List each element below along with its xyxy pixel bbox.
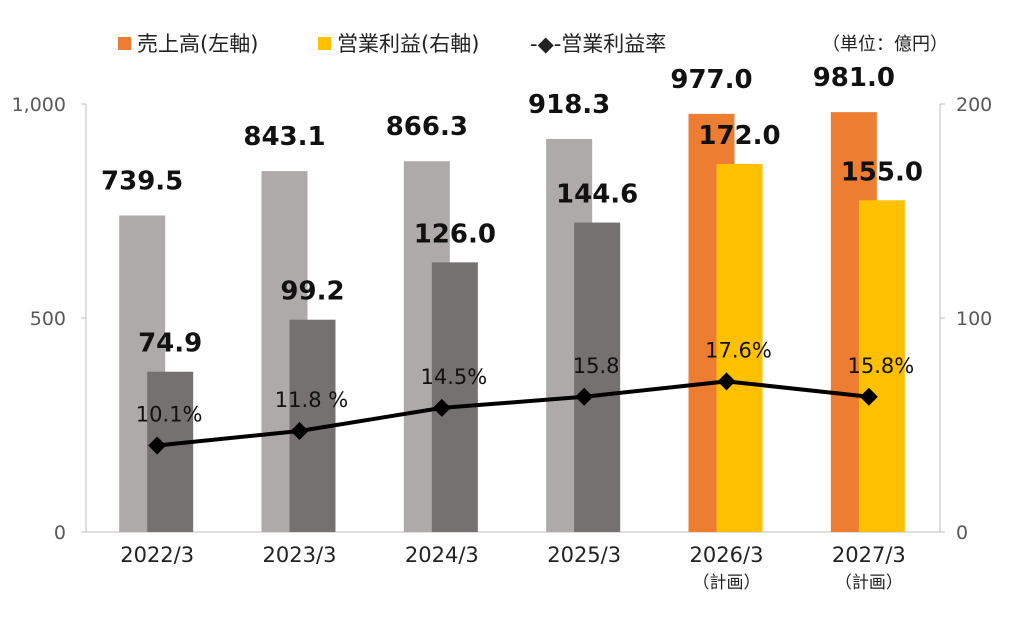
unit-label: （単位：億円） (822, 34, 948, 55)
operating-margin-line (156, 379, 870, 448)
legend-label-margin: -◆-営業利益率 (530, 32, 667, 56)
operating-margin-point (290, 421, 309, 440)
right-tick-label: 100 (956, 308, 992, 330)
x-tick-note: （計画） (835, 573, 903, 593)
operating-profit-value-label: 155.0 (841, 157, 923, 187)
operating-profit-value-label: 172.0 (698, 121, 780, 151)
right-tick-label: 0 (956, 522, 968, 544)
x-tick-note: （計画） (693, 573, 761, 593)
legend-item-sales: 売上高(左軸) (118, 28, 258, 58)
operating-profit-value-label: 126.0 (414, 219, 496, 249)
sales-value-label: 866.3 (386, 112, 468, 142)
x-tick-label: 2022/3 (120, 543, 194, 567)
sales-value-label: 843.1 (243, 122, 325, 152)
operating-margin-point (717, 372, 736, 391)
sales-value-label: 918.3 (528, 90, 610, 120)
operating-margin-point (148, 436, 167, 455)
legend-label-sales: 売上高(左軸) (137, 32, 259, 56)
operating-profit-bar (574, 222, 621, 532)
operating-margin-point (432, 398, 451, 417)
legend-item-operating-profit: 営業利益(右軸) (318, 28, 479, 58)
operating-profit-bar (716, 163, 763, 533)
sales-value-label: 977.0 (670, 65, 752, 95)
operating-profit-value-label: 99.2 (280, 277, 344, 307)
operating-margin-label: 17.6% (705, 338, 772, 362)
sales-value-label: 739.5 (101, 166, 183, 196)
x-tick-label: 2026/3 (690, 543, 764, 567)
legend-label-operating-profit: 営業利益(右軸) (337, 32, 480, 56)
operating-profit-value-label: 144.6 (556, 180, 638, 210)
legend-item-margin: -◆-営業利益率 (530, 28, 666, 58)
operating-margin-label: 15.8 (573, 354, 620, 378)
left-tick-label: 500 (30, 308, 66, 330)
left-tick-label: 0 (54, 522, 66, 544)
operating-margin-label: 11.8 % (275, 388, 348, 412)
operating-margin-point (575, 387, 594, 406)
x-tick-label: 2027/3 (832, 543, 906, 567)
sales-value-label: 981.0 (813, 63, 895, 93)
operating-margin-label: 15.8% (847, 354, 914, 378)
operating-margin-point (859, 387, 878, 406)
left-tick-label: 1,000 (12, 94, 66, 116)
legend-swatch-sales (118, 36, 131, 50)
operating-profit-value-label: 74.9 (138, 329, 202, 359)
legend-swatch-operating-profit (318, 36, 331, 50)
operating-margin-label: 14.5% (420, 365, 487, 389)
x-tick-label: 2025/3 (547, 543, 621, 567)
x-tick-label: 2024/3 (405, 543, 479, 567)
right-tick-label: 200 (956, 94, 992, 116)
operating-profit-bar (431, 262, 478, 532)
operating-profit-bar (147, 371, 194, 532)
operating-profit-bar (858, 200, 905, 533)
operating-margin-label: 10.1% (136, 403, 203, 427)
x-tick-label: 2023/3 (263, 543, 337, 567)
